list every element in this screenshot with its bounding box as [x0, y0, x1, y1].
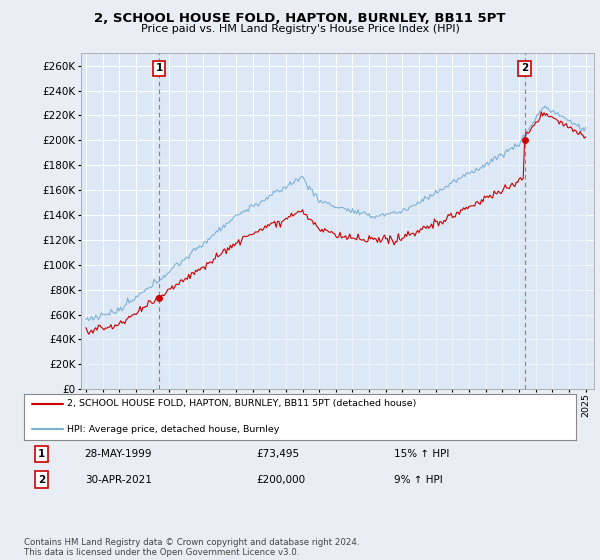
Text: 2, SCHOOL HOUSE FOLD, HAPTON, BURNLEY, BB11 5PT (detached house): 2, SCHOOL HOUSE FOLD, HAPTON, BURNLEY, B… [67, 399, 416, 408]
Text: 28-MAY-1999: 28-MAY-1999 [85, 449, 152, 459]
Text: Contains HM Land Registry data © Crown copyright and database right 2024.
This d: Contains HM Land Registry data © Crown c… [24, 538, 359, 557]
Text: £200,000: £200,000 [256, 474, 305, 484]
Text: 2: 2 [521, 63, 528, 73]
Text: 30-APR-2021: 30-APR-2021 [85, 474, 152, 484]
Text: 1: 1 [38, 449, 45, 459]
Text: £73,495: £73,495 [256, 449, 299, 459]
Text: 1: 1 [155, 63, 163, 73]
Text: 2: 2 [38, 474, 45, 484]
Text: HPI: Average price, detached house, Burnley: HPI: Average price, detached house, Burn… [67, 425, 280, 434]
Text: Price paid vs. HM Land Registry's House Price Index (HPI): Price paid vs. HM Land Registry's House … [140, 24, 460, 34]
Text: 9% ↑ HPI: 9% ↑ HPI [394, 474, 443, 484]
Text: 2, SCHOOL HOUSE FOLD, HAPTON, BURNLEY, BB11 5PT: 2, SCHOOL HOUSE FOLD, HAPTON, BURNLEY, B… [94, 12, 506, 25]
Text: 15% ↑ HPI: 15% ↑ HPI [394, 449, 449, 459]
